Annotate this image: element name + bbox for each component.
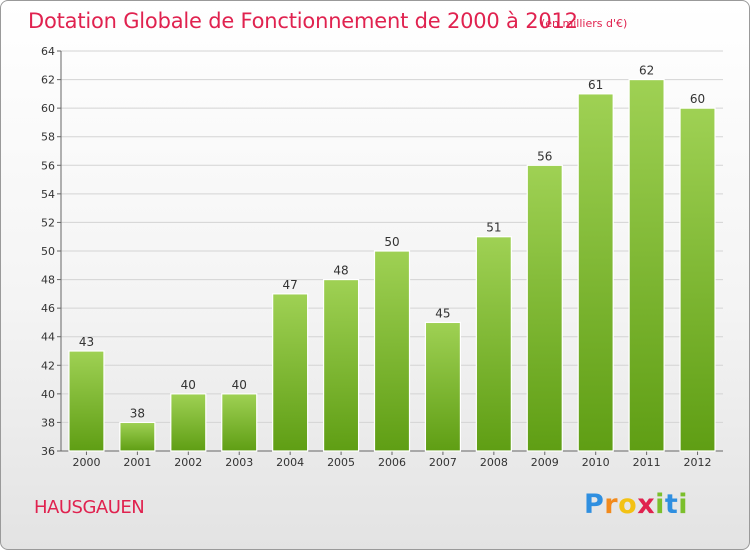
y-tick-label: 64 (41, 45, 55, 58)
y-tick-label: 38 (41, 416, 55, 429)
bar-2003 (221, 393, 258, 452)
x-tick-label-2008: 2008 (480, 456, 508, 469)
y-tick-label: 50 (41, 245, 55, 258)
chart-title: Dotation Globale de Fonctionnement de 20… (28, 9, 578, 33)
bar-2011 (628, 78, 665, 452)
y-tick-label: 48 (41, 274, 55, 287)
proxiti-logo: Proxiti (584, 489, 689, 520)
bar-2006 (373, 250, 411, 452)
y-tick-label: 46 (41, 302, 55, 315)
value-label-2009: 56 (537, 149, 552, 163)
value-label-2004: 47 (283, 278, 298, 292)
value-label-2003: 40 (232, 378, 247, 392)
bar-2010 (577, 93, 614, 452)
unit-note: (en milliers d'€) (541, 17, 628, 30)
x-tick-label-2012: 2012 (684, 456, 712, 469)
x-tick-label-2000: 2000 (72, 456, 100, 469)
x-tick-label-2003: 2003 (225, 456, 253, 469)
bar-2008 (475, 236, 512, 452)
bar-2000 (68, 350, 105, 452)
x-tick-label-2004: 2004 (276, 456, 304, 469)
bar-2007 (424, 321, 462, 452)
y-tick-label: 40 (41, 388, 55, 401)
place-name: HAUSGAUEN (34, 497, 145, 518)
bar-2012 (679, 107, 716, 452)
labels: 36 38 40 42 44 46 48 50 52 54 56 58 60 62 64 43 2000 38 20… (41, 45, 712, 469)
bar-2009 (526, 164, 563, 452)
value-label-2012: 60 (690, 92, 705, 106)
x-tick-label-2007: 2007 (429, 456, 457, 469)
value-label-2007: 45 (435, 306, 450, 320)
y-tick-label: 54 (41, 188, 55, 201)
bar-2002 (170, 393, 207, 452)
y-tick-label: 44 (41, 331, 55, 344)
y-tick-label: 42 (41, 359, 55, 372)
x-tick-label-2005: 2005 (327, 456, 355, 469)
x-tick-label-2006: 2006 (378, 456, 406, 469)
bar-2001 (119, 421, 156, 452)
x-tick-label-2011: 2011 (633, 456, 661, 469)
bar-2004 (272, 293, 309, 452)
value-label-2005: 48 (333, 264, 348, 278)
value-label-2002: 40 (181, 378, 196, 392)
y-tick-label: 60 (41, 102, 55, 115)
y-tick-label: 36 (41, 445, 55, 458)
y-tick-label: 56 (41, 159, 55, 172)
value-label-2000: 43 (79, 335, 94, 349)
bar-2005 (322, 278, 360, 452)
x-tick-label-2010: 2010 (582, 456, 610, 469)
value-label-2001: 38 (130, 406, 145, 420)
value-label-2011: 62 (639, 64, 654, 78)
bars (68, 78, 716, 452)
y-tick-label: 62 (41, 74, 55, 87)
x-tick-label-2009: 2009 (531, 456, 559, 469)
x-tick-label-2002: 2002 (174, 456, 202, 469)
y-tick-label: 52 (41, 216, 55, 229)
y-tick-label: 58 (41, 131, 55, 144)
value-label-2006: 50 (384, 235, 399, 249)
value-label-2008: 51 (486, 221, 501, 235)
value-label-2010: 61 (588, 78, 603, 92)
x-tick-label-2001: 2001 (123, 456, 151, 469)
